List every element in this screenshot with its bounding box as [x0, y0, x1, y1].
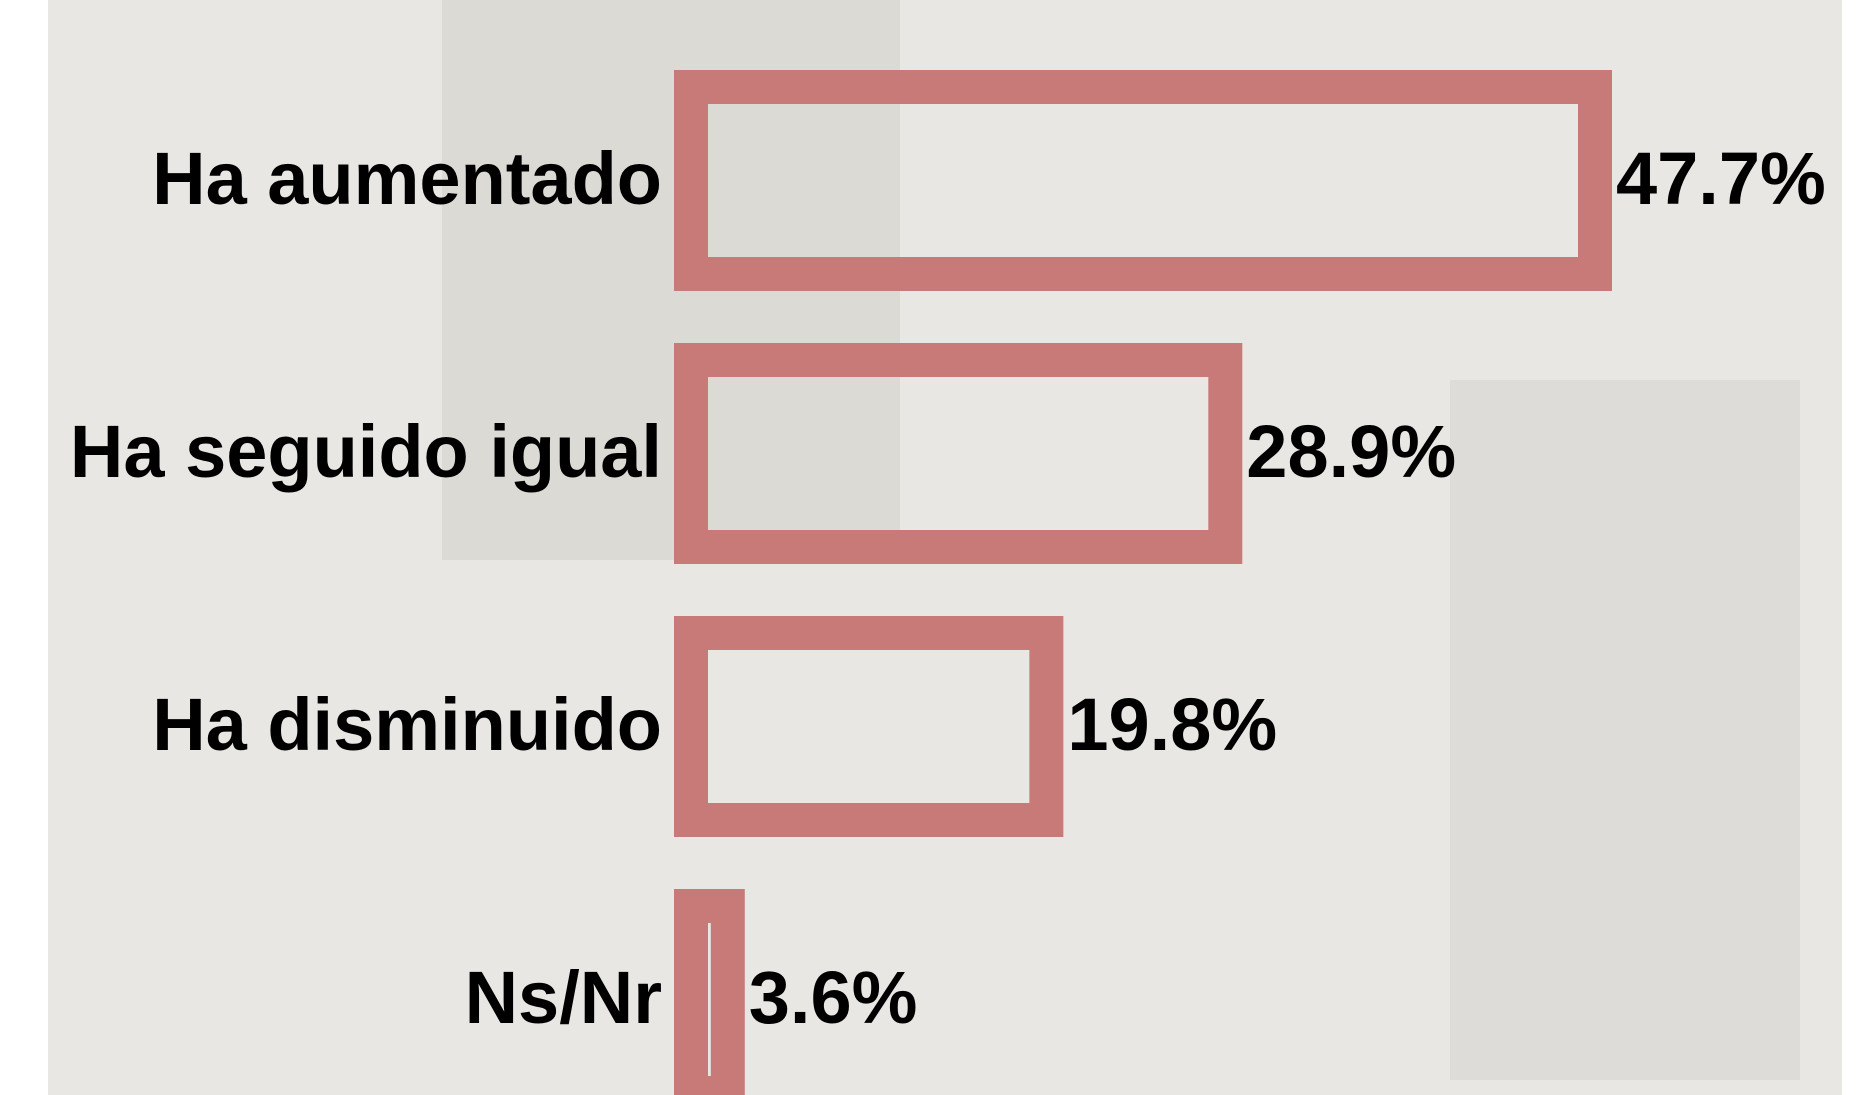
chart: Ha aumentado 47.7% Ha seguido igual 28.9% Ha… [0, 0, 1865, 1095]
category-label: Ns/Nr [465, 956, 662, 1039]
value-label: 19.8% [1067, 683, 1277, 766]
background-photo-detail [1450, 380, 1800, 1080]
value-label: 28.9% [1246, 410, 1456, 493]
value-label: 47.7% [1616, 137, 1826, 220]
category-label: Ha seguido igual [70, 410, 662, 493]
category-label: Ha aumentado [152, 137, 662, 220]
page: Ha aumentado 47.7% Ha seguido igual 28.9% Ha… [0, 0, 1865, 1095]
category-label: Ha disminuido [152, 683, 662, 766]
value-label: 3.6% [749, 956, 918, 1039]
